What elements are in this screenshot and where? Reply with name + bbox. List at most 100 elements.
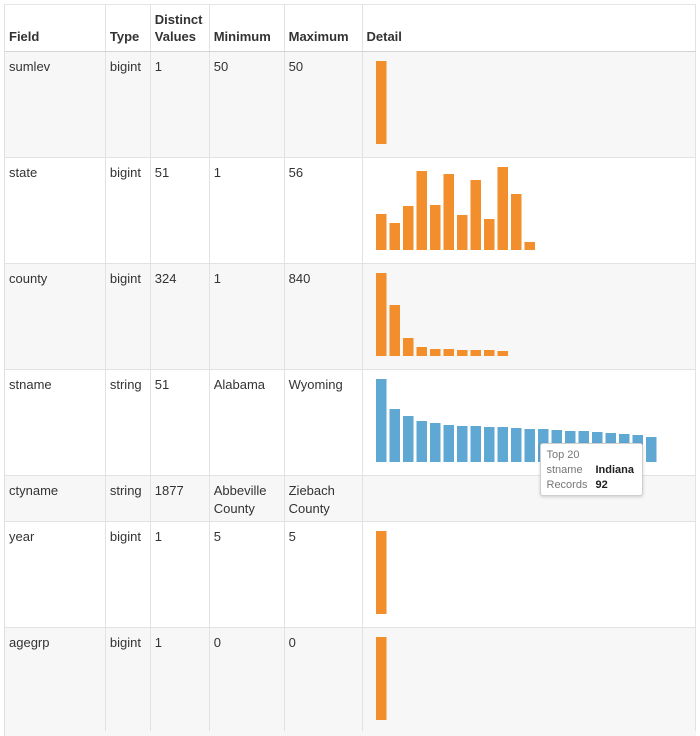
minimum-value: 1 bbox=[210, 264, 285, 369]
chart-bar[interactable] bbox=[429, 205, 441, 250]
distinct-values: 1877 bbox=[151, 476, 210, 521]
detail-chart-cell bbox=[363, 522, 696, 627]
chart-bar[interactable] bbox=[429, 423, 441, 462]
header-detail[interactable]: Detail bbox=[363, 5, 696, 51]
chart-bar[interactable] bbox=[483, 219, 495, 250]
chart-bar[interactable] bbox=[416, 421, 427, 462]
distinct-values: 51 bbox=[151, 158, 210, 263]
field-summary-table: Field Type Distinct Values Minimum Maxim… bbox=[4, 4, 696, 734]
detail-histogram bbox=[375, 637, 387, 720]
chart-bar[interactable] bbox=[456, 215, 468, 250]
chart-bar[interactable] bbox=[483, 427, 495, 462]
field-type: bigint bbox=[106, 264, 151, 369]
field-name: stname bbox=[5, 370, 106, 475]
table-row: year bigint 1 5 5 bbox=[5, 522, 696, 628]
tooltip-key: stname bbox=[546, 464, 583, 476]
next-row-edge bbox=[4, 731, 696, 736]
detail-bar-chart[interactable] bbox=[363, 370, 697, 476]
chart-bar[interactable] bbox=[483, 350, 495, 356]
table-row: state bigint 51 1 56 bbox=[5, 158, 696, 264]
table-header-row: Field Type Distinct Values Minimum Maxim… bbox=[5, 5, 696, 52]
chart-bar[interactable] bbox=[443, 425, 454, 462]
chart-bar[interactable] bbox=[524, 242, 535, 250]
distinct-values: 51 bbox=[151, 370, 210, 475]
chart-bar[interactable] bbox=[429, 349, 441, 356]
detail-chart-cell bbox=[363, 476, 696, 521]
distinct-values: 1 bbox=[151, 52, 210, 157]
distinct-values: 324 bbox=[151, 264, 210, 369]
field-name: sumlev bbox=[5, 52, 106, 157]
header-field[interactable]: Field bbox=[5, 5, 106, 51]
maximum-value: Wyoming bbox=[285, 370, 363, 475]
chart-bar[interactable] bbox=[375, 637, 387, 720]
field-type: bigint bbox=[106, 158, 151, 263]
field-name: agegrp bbox=[5, 628, 106, 733]
minimum-value: 50 bbox=[210, 52, 285, 157]
chart-bar[interactable] bbox=[497, 427, 508, 462]
chart-bar[interactable] bbox=[443, 174, 454, 250]
field-name: county bbox=[5, 264, 106, 369]
detail-histogram bbox=[375, 273, 508, 356]
detail-histogram bbox=[375, 531, 387, 614]
chart-bar[interactable] bbox=[402, 416, 414, 462]
detail-chart-cell: Top 20 stname Indiana Records 92 bbox=[363, 370, 697, 496]
chart-bar[interactable] bbox=[510, 194, 522, 250]
chart-bar[interactable] bbox=[470, 350, 481, 356]
tooltip-value: Indiana bbox=[595, 464, 635, 476]
field-type: string bbox=[106, 476, 151, 521]
table-row: ctyname string 1877 Abbeville County Zie… bbox=[5, 476, 696, 522]
field-name: ctyname bbox=[5, 476, 106, 521]
maximum-value: 840 bbox=[285, 264, 363, 369]
detail-chart-cell bbox=[363, 158, 696, 263]
header-distinct-values[interactable]: Distinct Values bbox=[151, 5, 210, 51]
chart-bar[interactable] bbox=[375, 273, 387, 356]
header-minimum[interactable]: Minimum bbox=[210, 5, 285, 51]
chart-bar[interactable] bbox=[416, 171, 427, 250]
field-name: year bbox=[5, 522, 106, 627]
header-type[interactable]: Type bbox=[106, 5, 151, 51]
chart-bar[interactable] bbox=[402, 206, 414, 250]
field-type: bigint bbox=[106, 522, 151, 627]
chart-tooltip: Top 20 stname Indiana Records 92 bbox=[539, 443, 643, 496]
chart-bar[interactable] bbox=[470, 180, 481, 250]
distinct-values: 1 bbox=[151, 628, 210, 733]
chart-bar[interactable] bbox=[524, 429, 535, 462]
chart-bar[interactable] bbox=[443, 349, 454, 356]
detail-histogram bbox=[375, 61, 387, 144]
maximum-value: 50 bbox=[285, 52, 363, 157]
detail-chart-cell bbox=[363, 52, 696, 157]
minimum-value: 0 bbox=[210, 628, 285, 733]
detail-chart-cell bbox=[363, 264, 696, 369]
chart-bar[interactable] bbox=[456, 426, 468, 462]
table-row: agegrp bigint 1 0 0 bbox=[5, 628, 696, 734]
detail-histogram bbox=[375, 167, 535, 250]
chart-bar[interactable] bbox=[389, 223, 400, 250]
tooltip-value: 92 bbox=[595, 479, 608, 491]
field-name: state bbox=[5, 158, 106, 263]
chart-bar[interactable] bbox=[456, 350, 468, 356]
table-row: sumlev bigint 1 50 50 bbox=[5, 52, 696, 158]
maximum-value: 56 bbox=[285, 158, 363, 263]
chart-bar[interactable] bbox=[416, 347, 427, 356]
distinct-values: 1 bbox=[151, 522, 210, 627]
chart-bar[interactable] bbox=[389, 305, 400, 356]
chart-bar[interactable] bbox=[375, 214, 387, 250]
chart-bar[interactable] bbox=[497, 167, 508, 250]
chart-bar[interactable] bbox=[510, 428, 522, 462]
tooltip-title: Top 20 bbox=[546, 449, 580, 461]
header-maximum[interactable]: Maximum bbox=[285, 5, 363, 51]
tooltip-key: Records bbox=[546, 479, 588, 491]
chart-bar[interactable] bbox=[375, 531, 387, 614]
table-row: county bigint 324 1 840 bbox=[5, 264, 696, 370]
chart-bar[interactable] bbox=[470, 426, 481, 462]
minimum-value: 1 bbox=[210, 158, 285, 263]
chart-bar[interactable] bbox=[375, 379, 387, 462]
chart-bar[interactable] bbox=[402, 338, 414, 356]
maximum-value: 5 bbox=[285, 522, 363, 627]
chart-bar[interactable] bbox=[645, 437, 657, 462]
chart-bar[interactable] bbox=[375, 61, 387, 144]
field-type: bigint bbox=[106, 52, 151, 157]
minimum-value: 5 bbox=[210, 522, 285, 627]
chart-bar[interactable] bbox=[389, 409, 400, 462]
chart-bar[interactable] bbox=[497, 351, 508, 356]
